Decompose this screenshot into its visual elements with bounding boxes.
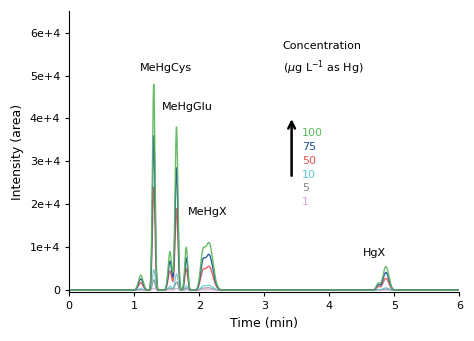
Text: MeHgCys: MeHgCys bbox=[139, 63, 191, 73]
Y-axis label: Intensity (area): Intensity (area) bbox=[11, 104, 24, 200]
Text: 50: 50 bbox=[302, 156, 316, 166]
Text: 100: 100 bbox=[302, 129, 323, 138]
X-axis label: Time (min): Time (min) bbox=[230, 317, 298, 330]
Text: ($\mu$g L$^{-1}$ as Hg): ($\mu$g L$^{-1}$ as Hg) bbox=[283, 58, 363, 77]
Text: MeHgX: MeHgX bbox=[188, 207, 227, 217]
Text: 10: 10 bbox=[302, 170, 316, 180]
Text: 1: 1 bbox=[302, 197, 309, 207]
Text: MeHgGlu: MeHgGlu bbox=[162, 102, 212, 112]
Text: HgX: HgX bbox=[363, 248, 386, 258]
Text: 5: 5 bbox=[302, 183, 309, 193]
Text: Concentration: Concentration bbox=[283, 41, 362, 51]
Text: 75: 75 bbox=[302, 142, 316, 152]
